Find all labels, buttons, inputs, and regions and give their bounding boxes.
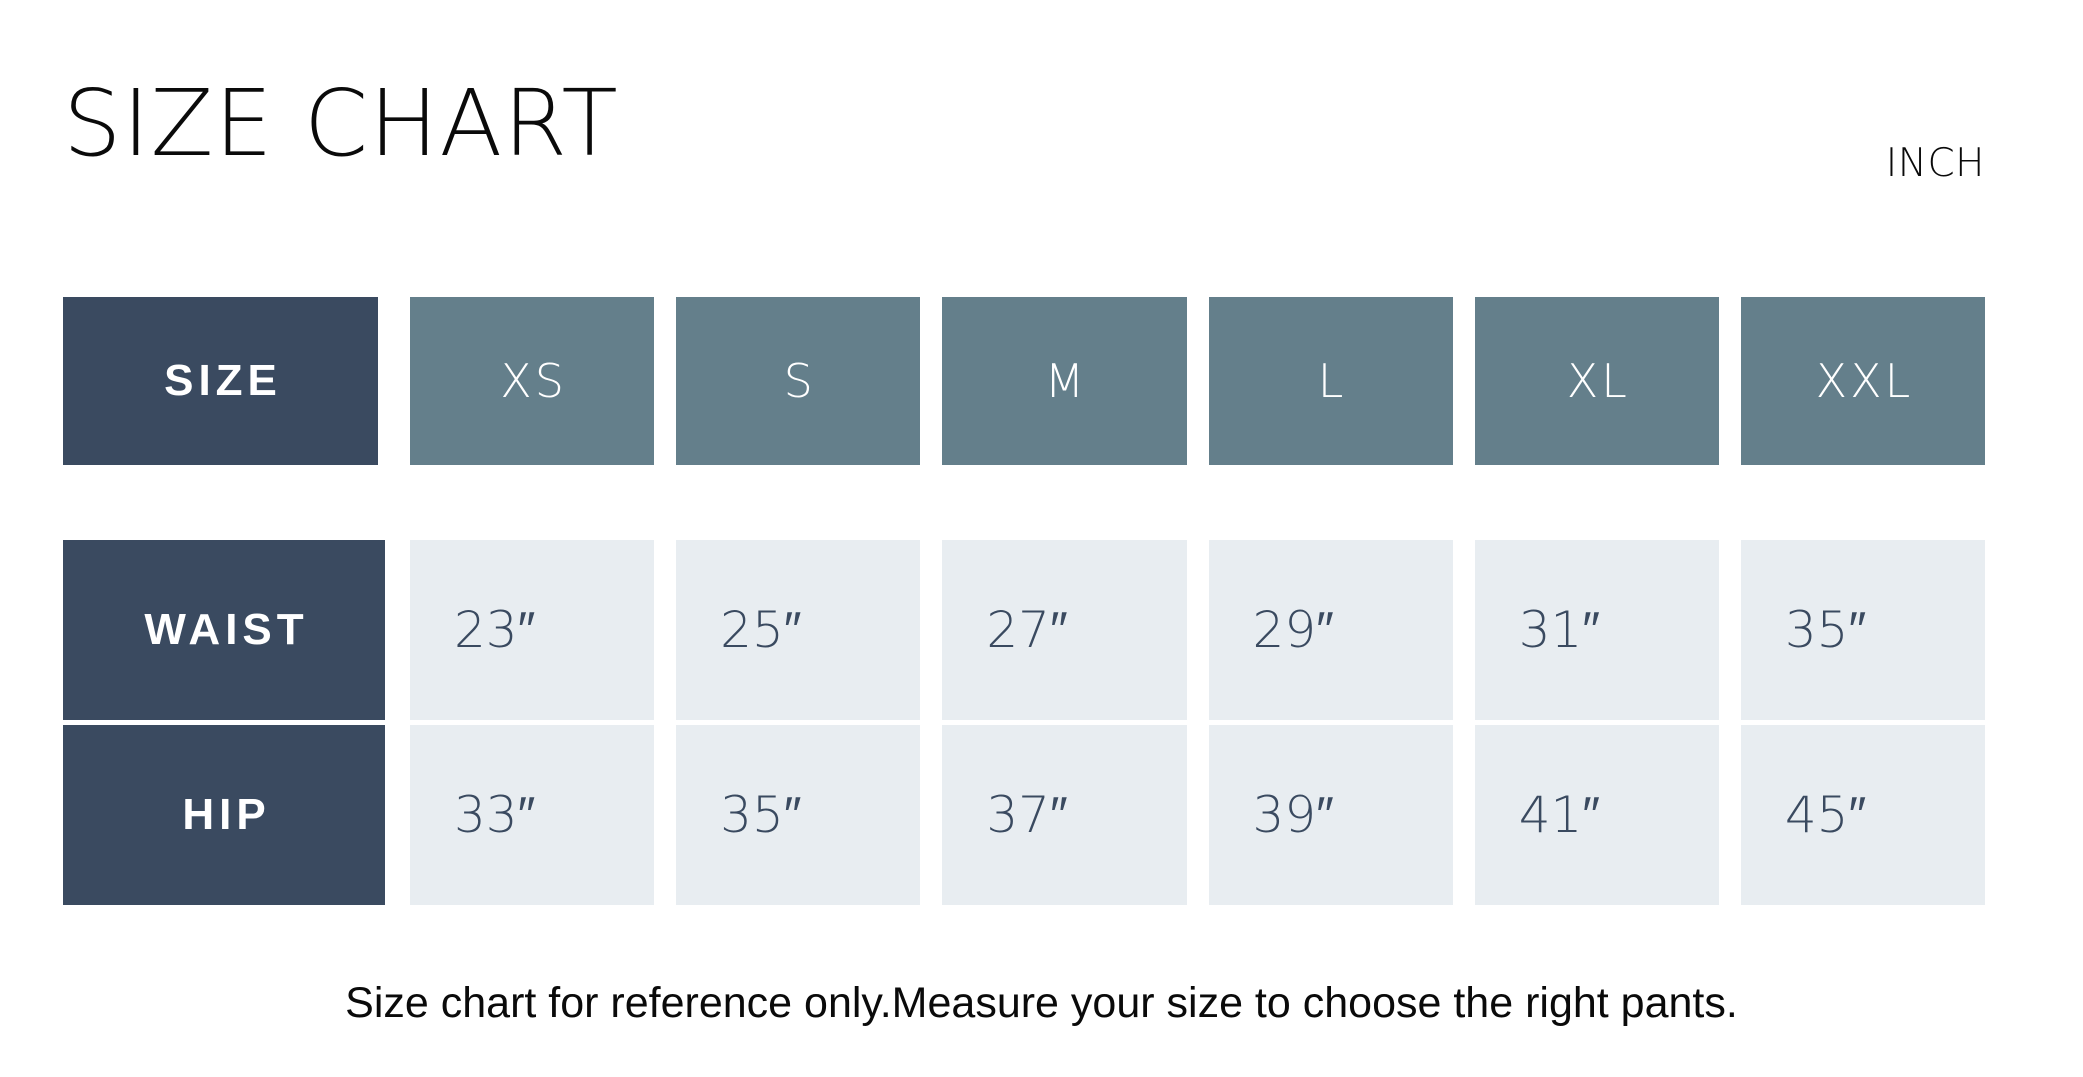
- hip-value-xs: 33″: [410, 725, 655, 905]
- hip-value-m: 37″: [942, 725, 1187, 905]
- column-header-size: SIZE: [63, 297, 378, 465]
- row-header-hip: HIP: [63, 725, 385, 905]
- waist-value-xl: 31″: [1474, 540, 1719, 720]
- row-header-waist: WAIST: [63, 540, 385, 720]
- waist-value-m: 27″: [942, 540, 1187, 720]
- footnote-text: Size chart for reference only.Measure yo…: [345, 979, 1738, 1027]
- page-title: SIZE CHART: [63, 70, 619, 177]
- size-header-xs: XS: [410, 297, 655, 465]
- chart-header: SIZE CHART INCH: [63, 78, 1985, 218]
- hip-value-xxl: 45″: [1740, 725, 1986, 905]
- table-header-row: SIZE XS S M L XL XXL: [63, 297, 1986, 465]
- unit-label: INCH: [1885, 141, 1985, 186]
- size-header-xl: XL: [1474, 297, 1719, 465]
- size-table: SIZE XS S M L XL XXL WAIST 23″ 25″ 27″ 2…: [63, 297, 1986, 905]
- waist-value-s: 25″: [676, 540, 921, 720]
- hip-value-l: 39″: [1208, 725, 1453, 905]
- waist-value-l: 29″: [1208, 540, 1453, 720]
- table-row: HIP 33″ 35″ 37″ 39″ 41″ 45″: [63, 725, 1986, 905]
- size-header-l: L: [1208, 297, 1453, 465]
- hip-value-xl: 41″: [1474, 725, 1719, 905]
- size-header-m: M: [942, 297, 1187, 465]
- waist-value-xs: 23″: [410, 540, 655, 720]
- size-header-xxl: XXL: [1740, 297, 1986, 465]
- size-header-s: S: [676, 297, 921, 465]
- table-row: WAIST 23″ 25″ 27″ 29″ 31″ 35″: [63, 540, 1986, 720]
- hip-value-s: 35″: [676, 725, 921, 905]
- waist-value-xxl: 35″: [1740, 540, 1986, 720]
